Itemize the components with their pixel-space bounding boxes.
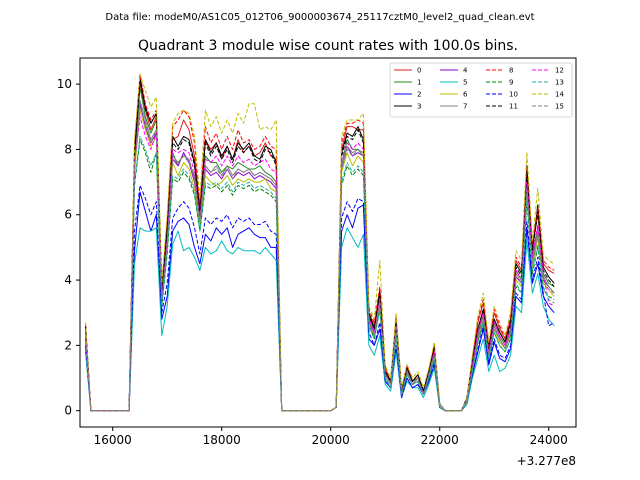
legend-label-6: 6 bbox=[463, 91, 468, 99]
legend-label-4: 4 bbox=[463, 67, 468, 75]
legend-label-3: 3 bbox=[417, 103, 421, 111]
x-tick-label: 24000 bbox=[530, 433, 568, 447]
legend-label-13: 13 bbox=[555, 79, 564, 87]
legend-label-14: 14 bbox=[555, 91, 564, 99]
y-tick-label: 10 bbox=[57, 77, 72, 91]
y-tick-label: 2 bbox=[64, 338, 72, 352]
legend-label-2: 2 bbox=[417, 91, 421, 99]
series-line-15 bbox=[85, 106, 555, 412]
y-tick-label: 6 bbox=[64, 208, 72, 222]
legend-label-11: 11 bbox=[509, 103, 518, 111]
legend-label-0: 0 bbox=[417, 67, 421, 75]
legend-label-7: 7 bbox=[463, 103, 467, 111]
series-line-12 bbox=[85, 116, 555, 412]
y-tick-label: 0 bbox=[64, 404, 72, 418]
legend-label-5: 5 bbox=[463, 79, 467, 87]
legend-label-12: 12 bbox=[555, 67, 564, 75]
series-layer bbox=[85, 73, 555, 412]
series-line-7 bbox=[85, 100, 555, 412]
chart-title: Quadrant 3 module wise count rates with … bbox=[138, 38, 518, 54]
x-tick-label: 18000 bbox=[203, 433, 241, 447]
x-tick-label: 16000 bbox=[94, 433, 132, 447]
y-axis: 0 2 4 6 8 10 bbox=[57, 77, 80, 418]
legend-label-10: 10 bbox=[509, 91, 518, 99]
series-line-9 bbox=[85, 139, 555, 412]
series-line-4 bbox=[85, 103, 555, 412]
legend-label-1: 1 bbox=[417, 79, 421, 87]
data-file-label: Data file: modeM0/AS1C05_012T06_90000036… bbox=[105, 12, 534, 23]
legend-label-8: 8 bbox=[509, 67, 513, 75]
x-axis: 16000 18000 20000 22000 24000 bbox=[94, 427, 568, 447]
x-tick-label: 20000 bbox=[312, 433, 350, 447]
series-line-13 bbox=[85, 135, 555, 412]
x-tick-label: 22000 bbox=[421, 433, 459, 447]
series-line-8 bbox=[85, 73, 555, 412]
series-line-2 bbox=[85, 191, 555, 412]
series-line-14 bbox=[85, 73, 555, 412]
legend-box bbox=[389, 62, 573, 118]
legend-label-9: 9 bbox=[509, 79, 513, 87]
y-tick-label: 4 bbox=[64, 273, 72, 287]
y-tick-label: 8 bbox=[64, 142, 72, 156]
plot-frame bbox=[79, 57, 577, 428]
series-line-3 bbox=[85, 77, 555, 412]
x-offset-label: +3.277e8 bbox=[517, 454, 576, 468]
legend-label-15: 15 bbox=[555, 103, 564, 111]
